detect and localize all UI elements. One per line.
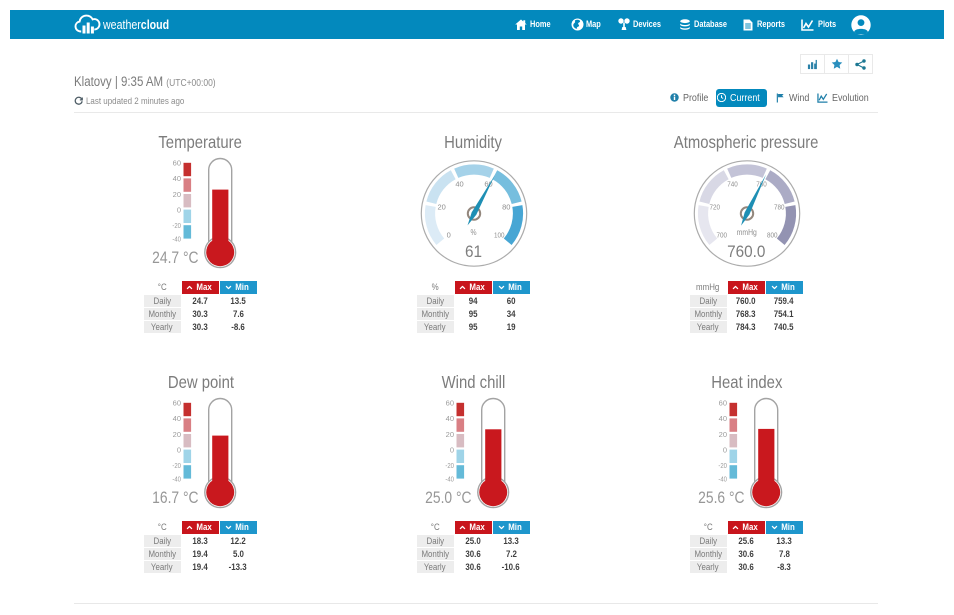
svg-text:0: 0 [176,445,180,454]
svg-text:20: 20 [718,430,726,439]
svg-text:-40: -40 [172,234,181,243]
svg-text:40: 40 [445,414,453,423]
svg-text:40: 40 [718,414,726,423]
svg-text:0: 0 [176,205,180,214]
svg-text:0: 0 [449,445,453,454]
svg-text:0: 0 [722,445,726,454]
svg-text:-40: -40 [718,474,727,483]
svg-text:780: 780 [774,203,785,212]
svg-text:-40: -40 [445,474,454,483]
svg-text:40: 40 [172,414,180,423]
svg-text:-40: -40 [172,474,181,483]
svg-text:20: 20 [172,430,180,439]
svg-text:60: 60 [484,180,492,189]
svg-text:-20: -20 [718,461,727,470]
svg-text:60: 60 [718,399,726,408]
svg-text:100: 100 [494,231,505,240]
svg-text:700: 700 [716,231,727,240]
svg-text:-20: -20 [445,461,454,470]
svg-text:60: 60 [172,159,180,168]
svg-text:0: 0 [446,231,450,240]
svg-text:20: 20 [445,430,453,439]
svg-text:740: 740 [727,180,738,189]
svg-text:720: 720 [709,203,720,212]
svg-text:80: 80 [502,203,510,212]
svg-text:20: 20 [172,190,180,199]
svg-text:60: 60 [172,399,180,408]
svg-text:60: 60 [445,399,453,408]
svg-text:-20: -20 [172,461,181,470]
svg-text:800: 800 [767,231,778,240]
svg-text:40: 40 [172,174,180,183]
svg-text:20: 20 [437,203,445,212]
svg-text:-20: -20 [172,221,181,230]
svg-text:40: 40 [455,180,463,189]
